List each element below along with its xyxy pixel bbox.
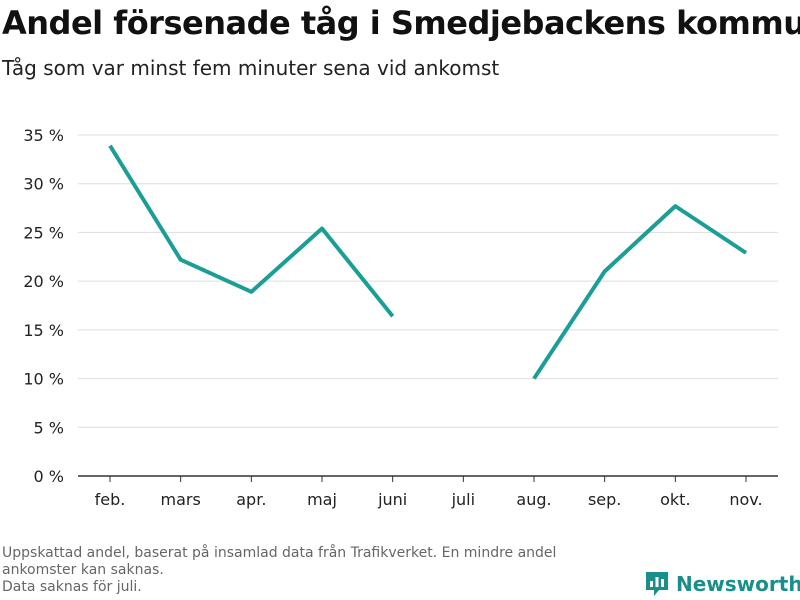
y-tick-label: 0 % xyxy=(34,467,64,486)
y-tick-label: 15 % xyxy=(23,321,64,340)
x-tick-label: feb. xyxy=(95,490,126,509)
series-line-segment xyxy=(532,204,748,380)
y-tick-label: 10 % xyxy=(23,370,64,389)
series-line xyxy=(108,144,748,380)
footnote-line: Uppskattad andel, baserat på insamlad da… xyxy=(2,545,557,561)
y-tick-label: 35 % xyxy=(23,126,64,145)
gridlines xyxy=(78,134,778,477)
footnote-line: ankomster kan saknas. xyxy=(2,562,164,578)
x-tick-label: sep. xyxy=(588,490,621,509)
y-tick-label: 20 % xyxy=(23,272,64,291)
y-tick-label: 25 % xyxy=(23,223,64,242)
series-line-segment xyxy=(108,144,395,318)
chart-subtitle: Tåg som var minst fem minuter sena vid a… xyxy=(2,56,500,80)
footnote-line: Data saknas för juli. xyxy=(2,579,142,595)
x-tick-label: aug. xyxy=(516,490,551,509)
chart-title: Andel försenade tåg i Smedjebackens komm… xyxy=(2,4,800,42)
logo-text: Newsworthy xyxy=(676,572,800,596)
x-tick-label: maj xyxy=(307,490,337,509)
y-tick-label: 5 % xyxy=(34,418,64,437)
x-tick-label: mars xyxy=(161,490,201,509)
x-tick-label: nov. xyxy=(729,490,762,509)
footnote: Uppskattad andel, baserat på insamlad da… xyxy=(2,545,642,596)
newsworthy-logo: Newsworthy xyxy=(644,570,800,598)
y-tick-label: 30 % xyxy=(23,175,64,194)
y-axis-tick-labels: 0 % 5 % 10 % 15 % 20 % 25 % 30 % 35 % xyxy=(23,126,64,486)
x-tick-label: juni xyxy=(377,490,407,509)
bar-chart-logo-icon xyxy=(646,572,668,596)
x-tick-label: okt. xyxy=(660,490,690,509)
x-tick-label: juli xyxy=(451,490,475,509)
x-tick-label: apr. xyxy=(236,490,266,509)
x-axis-tick-labels: feb. mars apr. maj juni juli aug. sep. okt. nov. xyxy=(95,476,763,509)
